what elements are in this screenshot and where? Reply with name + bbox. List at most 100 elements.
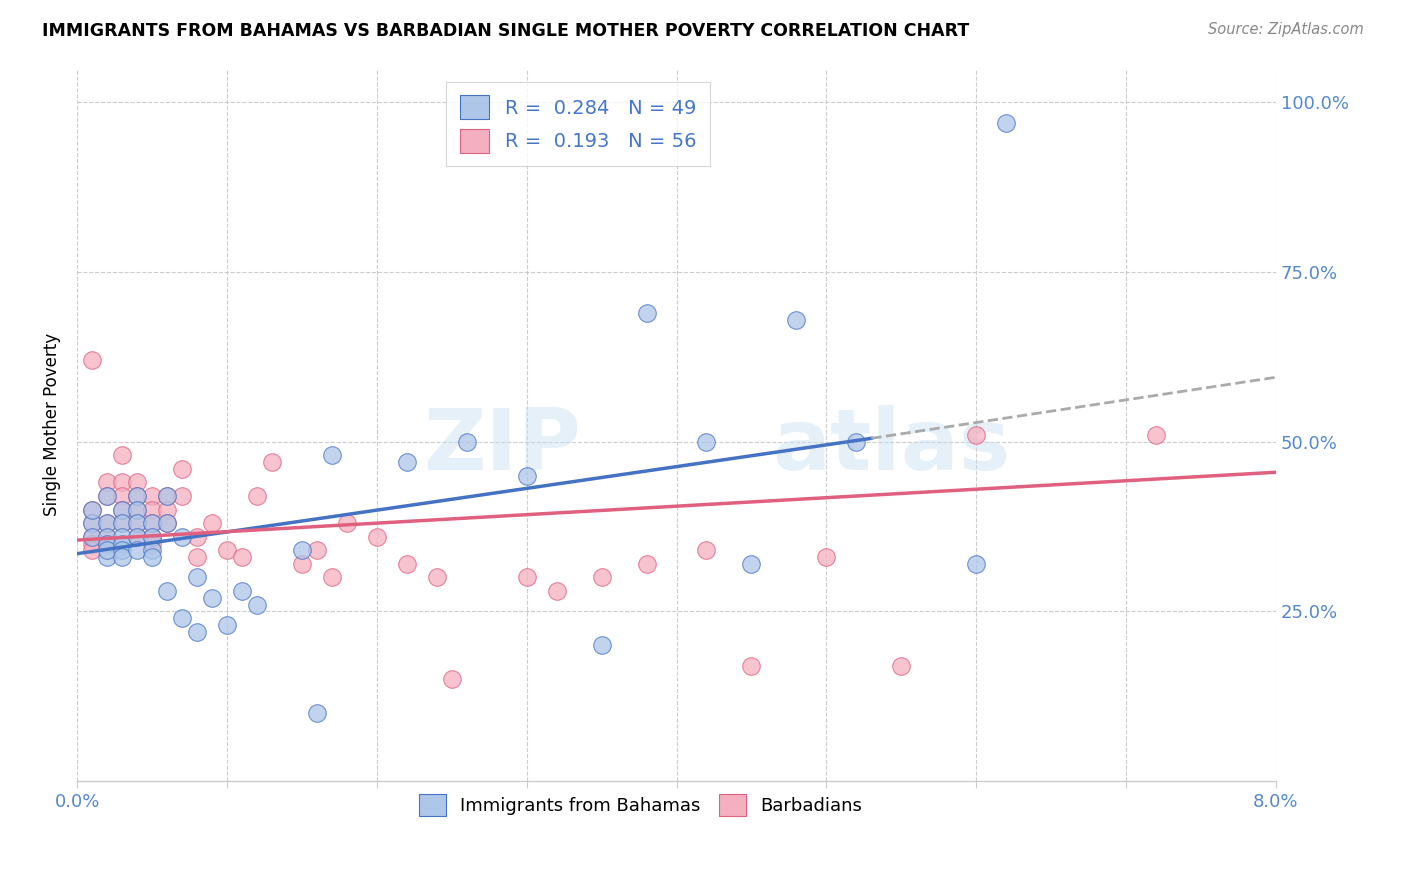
Point	[141, 502, 163, 516]
Point	[111, 530, 134, 544]
Point	[695, 434, 717, 449]
Point	[125, 516, 148, 530]
Point	[125, 530, 148, 544]
Point	[156, 502, 179, 516]
Point	[426, 570, 449, 584]
Point	[995, 116, 1018, 130]
Text: ZIP: ZIP	[423, 405, 581, 488]
Point	[156, 516, 179, 530]
Point	[231, 550, 253, 565]
Text: Source: ZipAtlas.com: Source: ZipAtlas.com	[1208, 22, 1364, 37]
Point	[740, 557, 762, 571]
Point	[156, 516, 179, 530]
Point	[636, 306, 658, 320]
Point	[321, 448, 343, 462]
Point	[636, 557, 658, 571]
Point	[815, 550, 838, 565]
Point	[156, 489, 179, 503]
Point	[125, 502, 148, 516]
Point	[890, 658, 912, 673]
Point	[395, 455, 418, 469]
Point	[231, 584, 253, 599]
Point	[141, 516, 163, 530]
Point	[156, 584, 179, 599]
Point	[96, 530, 118, 544]
Point	[80, 530, 103, 544]
Point	[125, 489, 148, 503]
Point	[111, 502, 134, 516]
Point	[785, 312, 807, 326]
Point	[111, 475, 134, 490]
Legend: Immigrants from Bahamas, Barbadians: Immigrants from Bahamas, Barbadians	[411, 785, 872, 825]
Point	[170, 462, 193, 476]
Point	[201, 591, 224, 605]
Point	[111, 516, 134, 530]
Point	[141, 516, 163, 530]
Point	[186, 570, 208, 584]
Point	[80, 353, 103, 368]
Point	[965, 428, 987, 442]
Point	[125, 543, 148, 558]
Y-axis label: Single Mother Poverty: Single Mother Poverty	[44, 334, 60, 516]
Point	[141, 530, 163, 544]
Point	[366, 530, 388, 544]
Point	[591, 570, 613, 584]
Point	[111, 550, 134, 565]
Point	[1144, 428, 1167, 442]
Point	[170, 489, 193, 503]
Point	[125, 489, 148, 503]
Point	[215, 543, 238, 558]
Point	[96, 516, 118, 530]
Point	[305, 706, 328, 720]
Point	[111, 536, 134, 550]
Point	[246, 489, 269, 503]
Point	[125, 516, 148, 530]
Point	[546, 584, 568, 599]
Point	[395, 557, 418, 571]
Point	[80, 502, 103, 516]
Point	[96, 530, 118, 544]
Point	[141, 489, 163, 503]
Point	[96, 516, 118, 530]
Point	[246, 598, 269, 612]
Point	[80, 530, 103, 544]
Point	[201, 516, 224, 530]
Point	[321, 570, 343, 584]
Point	[456, 434, 478, 449]
Point	[141, 536, 163, 550]
Point	[305, 543, 328, 558]
Point	[156, 489, 179, 503]
Point	[291, 557, 314, 571]
Point	[186, 530, 208, 544]
Point	[516, 570, 538, 584]
Point	[336, 516, 359, 530]
Point	[215, 618, 238, 632]
Point	[111, 502, 134, 516]
Point	[80, 516, 103, 530]
Point	[516, 468, 538, 483]
Point	[591, 638, 613, 652]
Point	[96, 536, 118, 550]
Point	[96, 475, 118, 490]
Point	[96, 489, 118, 503]
Point	[80, 536, 103, 550]
Point	[965, 557, 987, 571]
Point	[260, 455, 283, 469]
Point	[170, 611, 193, 625]
Point	[96, 536, 118, 550]
Point	[111, 489, 134, 503]
Point	[111, 448, 134, 462]
Point	[695, 543, 717, 558]
Point	[96, 543, 118, 558]
Point	[96, 550, 118, 565]
Point	[125, 475, 148, 490]
Point	[80, 502, 103, 516]
Text: atlas: atlas	[772, 405, 1011, 488]
Point	[80, 516, 103, 530]
Point	[141, 530, 163, 544]
Point	[96, 489, 118, 503]
Point	[141, 543, 163, 558]
Point	[186, 550, 208, 565]
Point	[111, 543, 134, 558]
Point	[141, 550, 163, 565]
